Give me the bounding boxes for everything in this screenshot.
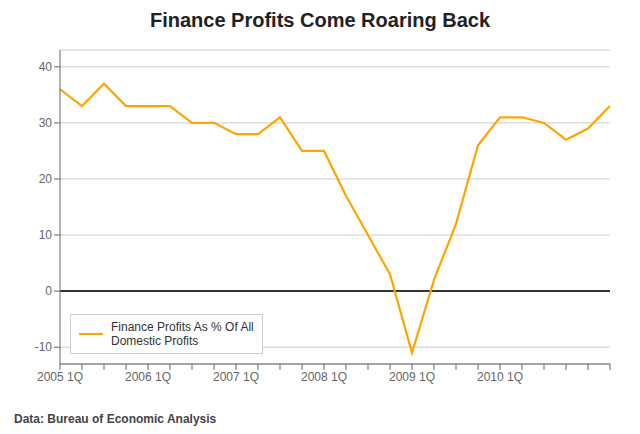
svg-text:2008 1Q: 2008 1Q	[301, 370, 347, 384]
svg-text:30: 30	[39, 116, 53, 130]
svg-text:20: 20	[39, 172, 53, 186]
html-text:Domestic Profits: Domestic Profits	[111, 334, 199, 348]
svg-text:2006 1Q: 2006 1Q	[125, 370, 171, 384]
svg-text:40: 40	[39, 60, 53, 74]
svg-text:2005 1Q: 2005 1Q	[37, 370, 83, 384]
svg-text:0: 0	[45, 284, 52, 298]
svg-text:-10: -10	[35, 340, 53, 354]
html-text:Data: Bureau of Economic Analy: Data: Bureau of Economic Analysis	[14, 412, 217, 426]
svg-text:2009 1Q: 2009 1Q	[389, 370, 435, 384]
svg-text:2007 1Q: 2007 1Q	[213, 370, 259, 384]
svg-text:2010 1Q: 2010 1Q	[477, 370, 523, 384]
svg-text:10: 10	[39, 228, 53, 242]
html-text:Finance Profits Come Roaring B: Finance Profits Come Roaring Back	[150, 9, 490, 31]
html-text:Finance Profits As % Of All: Finance Profits As % Of All	[111, 320, 254, 334]
